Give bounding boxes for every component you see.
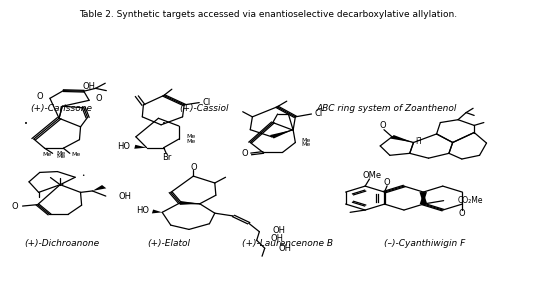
Polygon shape (270, 130, 293, 139)
Text: Me: Me (56, 154, 66, 159)
Text: O: O (12, 201, 18, 211)
Text: Cl: Cl (202, 98, 211, 107)
Text: Table 2. Synthetic targets accessed via enantioselective decarboxylative allylat: Table 2. Synthetic targets accessed via … (79, 10, 458, 19)
Text: O: O (96, 93, 102, 103)
Text: Me: Me (186, 139, 195, 144)
Text: Br: Br (162, 153, 171, 162)
Text: CO₂Me: CO₂Me (458, 196, 484, 205)
Text: O: O (242, 149, 248, 158)
Polygon shape (179, 201, 200, 205)
Text: O: O (190, 162, 197, 172)
Text: HO: HO (118, 142, 130, 151)
Text: Cl: Cl (315, 109, 323, 119)
Text: O: O (379, 121, 386, 131)
Text: Me: Me (56, 150, 66, 156)
Text: OH: OH (278, 244, 291, 253)
Text: HO: HO (136, 206, 149, 215)
Text: (+)-Elatol: (+)-Elatol (148, 239, 191, 248)
Text: ABC ring system of Zoanthenol: ABC ring system of Zoanthenol (316, 104, 457, 113)
Text: O: O (384, 178, 390, 187)
Text: H̄: H̄ (415, 137, 420, 146)
Text: O: O (459, 209, 466, 218)
Text: •: • (24, 121, 28, 127)
Text: Me: Me (42, 152, 52, 157)
Text: Me: Me (186, 134, 195, 139)
Text: O: O (37, 91, 43, 101)
Text: OH: OH (273, 226, 286, 235)
Text: OH: OH (83, 82, 96, 91)
Text: •: • (82, 173, 85, 178)
Text: Me: Me (301, 142, 311, 147)
Polygon shape (390, 135, 413, 142)
Text: •: • (60, 182, 63, 187)
Text: OH: OH (118, 192, 131, 201)
Text: (+)-Laurencenone B: (+)-Laurencenone B (242, 239, 333, 248)
Polygon shape (92, 185, 106, 191)
Text: Me: Me (301, 138, 311, 143)
Text: OH: OH (270, 234, 283, 243)
Text: OMe: OMe (362, 171, 381, 180)
Polygon shape (420, 192, 427, 204)
Text: Me: Me (71, 152, 81, 157)
Text: (+)-Dichroanone: (+)-Dichroanone (24, 239, 99, 248)
Text: (+)-Cassiol: (+)-Cassiol (179, 104, 229, 113)
Text: •: • (162, 121, 166, 127)
Polygon shape (152, 209, 162, 213)
Text: (+)-Carissone: (+)-Carissone (31, 104, 93, 113)
Polygon shape (134, 145, 147, 149)
Polygon shape (419, 192, 427, 204)
Text: (–)-Cyanthiwigin F: (–)-Cyanthiwigin F (383, 239, 465, 248)
